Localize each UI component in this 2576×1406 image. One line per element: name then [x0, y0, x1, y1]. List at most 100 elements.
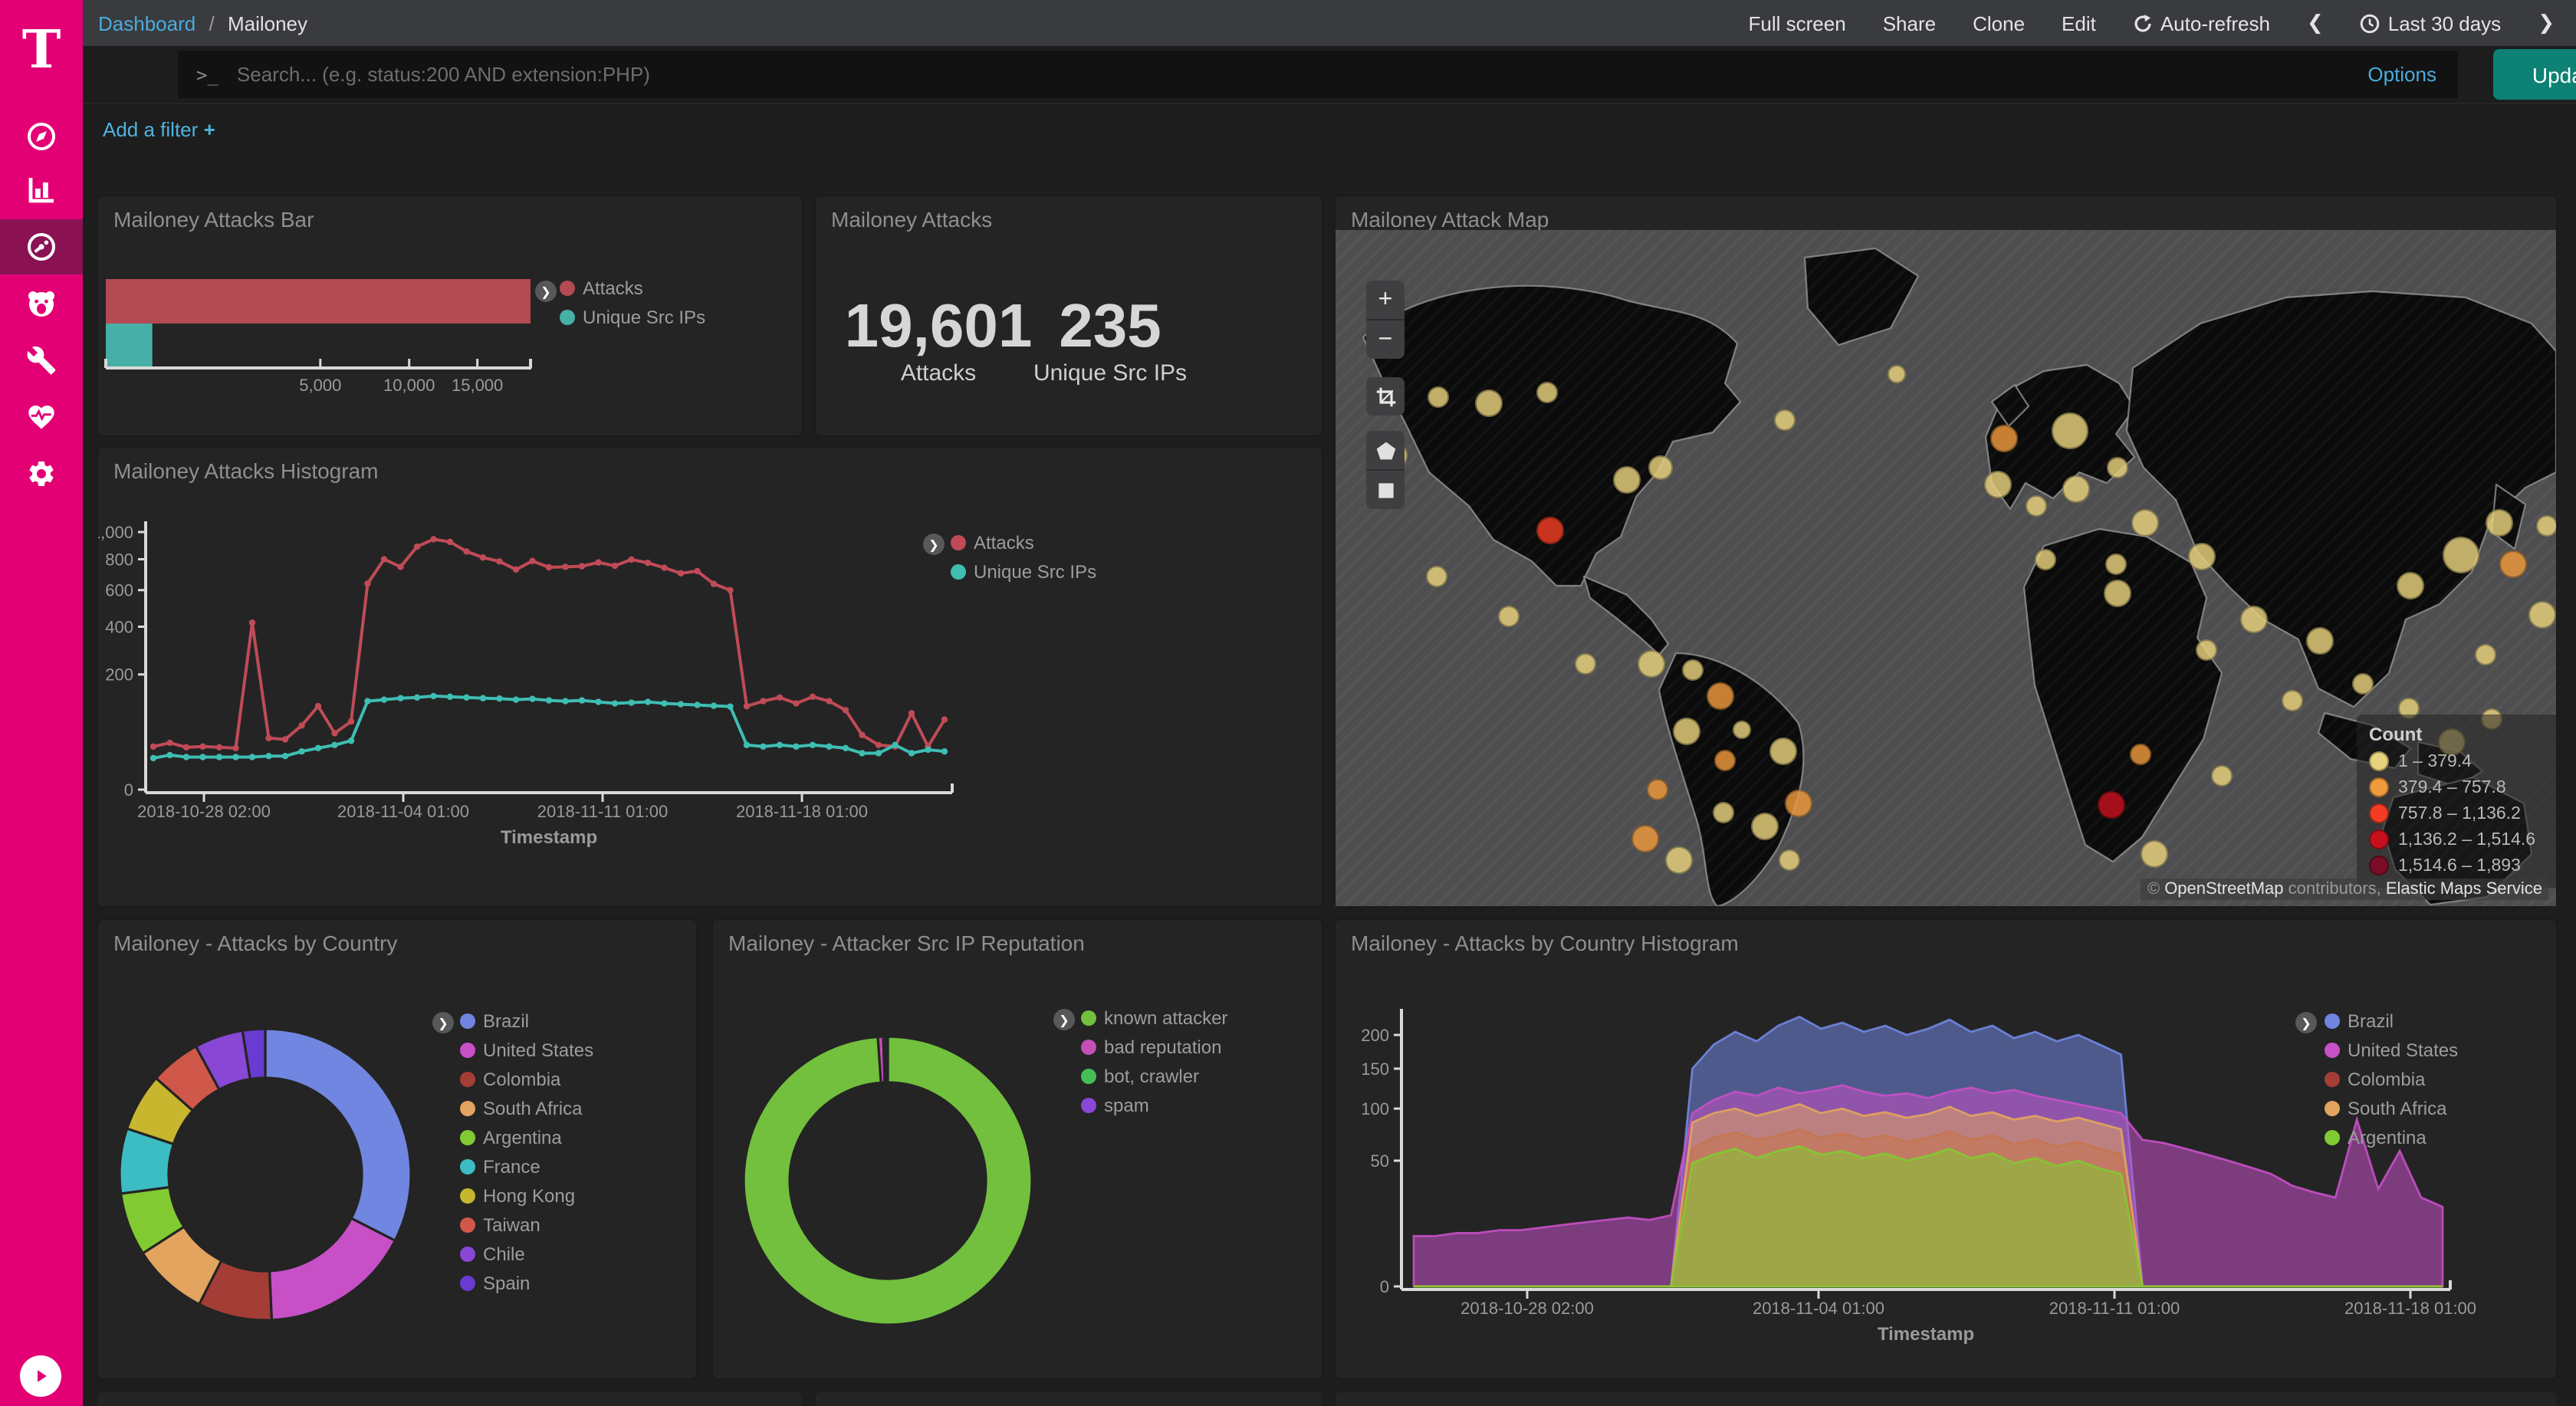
attack-bubble[interactable] [1682, 659, 1704, 681]
breadcrumb-dashboard-link[interactable]: Dashboard [98, 11, 196, 34]
attack-bubble[interactable] [2129, 743, 2151, 765]
legend-item[interactable]: Attacks [951, 527, 1096, 557]
attack-bubble[interactable] [2106, 457, 2128, 479]
zoom-out-button[interactable]: − [1378, 326, 1393, 352]
fullscreen-button[interactable]: Full screen [1748, 11, 1846, 34]
attack-bubble[interactable] [2104, 554, 2127, 576]
attack-bubble[interactable] [2062, 475, 2091, 503]
legend-item[interactable]: Unique Src IPs [560, 302, 705, 331]
legend-item[interactable]: Argentina [460, 1122, 593, 1151]
attack-bubble[interactable] [2051, 412, 2088, 450]
attack-bubble[interactable] [2141, 839, 2169, 868]
sidebar-item-devtools[interactable] [0, 333, 83, 388]
country-histogram-chart[interactable]: 0 50 100 150 200 2018-10-28 02:00 2018-11-04 0… [1336, 920, 2556, 1378]
clone-button[interactable]: Clone [1973, 11, 2026, 34]
legend-item[interactable]: Colombia [460, 1064, 593, 1093]
add-filter-link[interactable]: Add a filter + [103, 118, 215, 141]
legend-item[interactable]: United States [2325, 1035, 2458, 1064]
legend-collapse-icon[interactable]: ❯ [2295, 1012, 2317, 1033]
attack-bubble[interactable] [2282, 689, 2304, 711]
draw-polygon-button[interactable] [1366, 431, 1405, 471]
attack-bubble[interactable] [2239, 605, 2268, 633]
attack-bubble[interactable] [1784, 789, 1812, 817]
attack-bubble[interactable] [2535, 514, 2556, 537]
legend-item[interactable]: Unique Src IPs [951, 557, 1096, 586]
attack-bubble[interactable] [1498, 606, 1520, 628]
edit-button[interactable]: Edit [2062, 11, 2096, 34]
legend-item[interactable]: Attacks [560, 273, 705, 302]
attack-bubble[interactable] [1574, 653, 1596, 675]
legend-item[interactable]: Hong Kong [460, 1181, 593, 1210]
legend-item[interactable]: France [460, 1151, 593, 1181]
ems-link[interactable]: Elastic Maps Service [2385, 880, 2542, 898]
attack-bubble[interactable] [2026, 494, 2048, 517]
attack-bubble[interactable] [1774, 409, 1796, 431]
attack-bubble[interactable] [1646, 778, 1668, 800]
attack-bubble[interactable] [2443, 536, 2480, 573]
zoom-in-button[interactable]: + [1366, 281, 1405, 320]
legend-item[interactable]: Brazil [2325, 1006, 2458, 1035]
legend-collapse-icon[interactable]: ❯ [1053, 1009, 1075, 1030]
legend-item[interactable]: United States [460, 1035, 593, 1064]
attack-bubble[interactable] [2103, 579, 2131, 607]
legend-item[interactable]: Spain [460, 1268, 593, 1297]
legend-item[interactable]: Argentina [2325, 1122, 2458, 1151]
legend-item[interactable]: Colombia [2325, 1064, 2458, 1093]
attack-bubble[interactable] [2188, 542, 2216, 570]
crop-fit-button[interactable] [1366, 377, 1405, 416]
sidebar-item-monitoring[interactable] [0, 389, 83, 445]
attack-bubble[interactable] [1706, 682, 1734, 711]
attack-bubble[interactable] [2352, 672, 2374, 695]
attack-bubble[interactable] [1983, 471, 2012, 499]
share-button[interactable]: Share [1882, 11, 1937, 34]
country-donut-chart[interactable] [98, 920, 696, 1378]
attack-bubble[interactable] [1673, 718, 1701, 746]
attack-bubble[interactable] [1664, 846, 1693, 875]
legend-item[interactable]: bad reputation [1081, 1032, 1227, 1061]
attack-bubble[interactable] [2305, 626, 2334, 655]
attack-bubble[interactable] [1648, 455, 1673, 481]
attack-bubble[interactable] [1631, 825, 1660, 853]
draw-rectangle-button[interactable] [1366, 471, 1405, 509]
attacks-bar-chart[interactable]: 5,000 10,000 15,000 [98, 196, 802, 435]
search-input[interactable] [233, 61, 2368, 87]
attack-bubble[interactable] [2034, 548, 2056, 570]
attack-bubble[interactable] [1769, 737, 1798, 765]
attack-bubble[interactable] [2195, 639, 2217, 661]
legend-collapse-icon[interactable]: ❯ [432, 1012, 454, 1033]
telekom-logo[interactable]: T [21, 20, 61, 81]
attacks-histogram-chart[interactable]: 0 200 400 600 800 1,000 2018-10-28 02:00 2018-1… [98, 448, 1322, 906]
sidebar-play-button[interactable] [20, 1355, 61, 1397]
attack-bubble[interactable] [2485, 508, 2513, 537]
attack-bubble[interactable] [2475, 643, 2497, 665]
sidebar-item-discover[interactable] [0, 109, 83, 164]
legend-item[interactable]: South Africa [460, 1093, 593, 1122]
attack-bubble[interactable] [2131, 508, 2159, 537]
legend-item[interactable]: Brazil [460, 1006, 593, 1035]
attack-bubble[interactable] [1779, 849, 1801, 872]
attack-bubble[interactable] [1733, 721, 1752, 740]
attack-bubble[interactable] [2211, 765, 2233, 787]
attack-bubble[interactable] [2528, 601, 2556, 629]
legend-collapse-icon[interactable]: ❯ [923, 534, 945, 555]
attack-bubble[interactable] [1536, 381, 1558, 403]
osm-link[interactable]: OpenStreetMap [2164, 880, 2284, 898]
attack-bubble[interactable] [1428, 386, 1450, 409]
attack-bubble[interactable] [1612, 466, 1641, 494]
legend-collapse-icon[interactable]: ❯ [535, 281, 557, 302]
sidebar-item-tpot-bear[interactable] [0, 276, 83, 331]
options-link[interactable]: Options [2367, 63, 2436, 86]
attack-bubble[interactable] [2499, 550, 2528, 579]
auto-refresh-button[interactable]: Auto-refresh [2133, 11, 2270, 34]
attack-bubble[interactable] [1990, 424, 2018, 452]
time-back-button[interactable]: ❮ [2306, 11, 2324, 34]
sidebar-item-dashboard[interactable] [0, 219, 83, 274]
legend-item[interactable]: known attacker [1081, 1003, 1227, 1032]
legend-item[interactable]: spam [1081, 1090, 1227, 1119]
attack-bubble[interactable] [2098, 790, 2126, 819]
reputation-donut-chart[interactable] [713, 920, 1322, 1378]
time-forward-button[interactable]: ❯ [2538, 11, 2555, 34]
attack-bubble[interactable] [1637, 650, 1665, 678]
world-map[interactable]: + − Count 1 – 379.4 379.4 – 757.8 757.8 – … [1336, 230, 2556, 906]
time-range-picker[interactable]: Last 30 days [2361, 11, 2501, 34]
